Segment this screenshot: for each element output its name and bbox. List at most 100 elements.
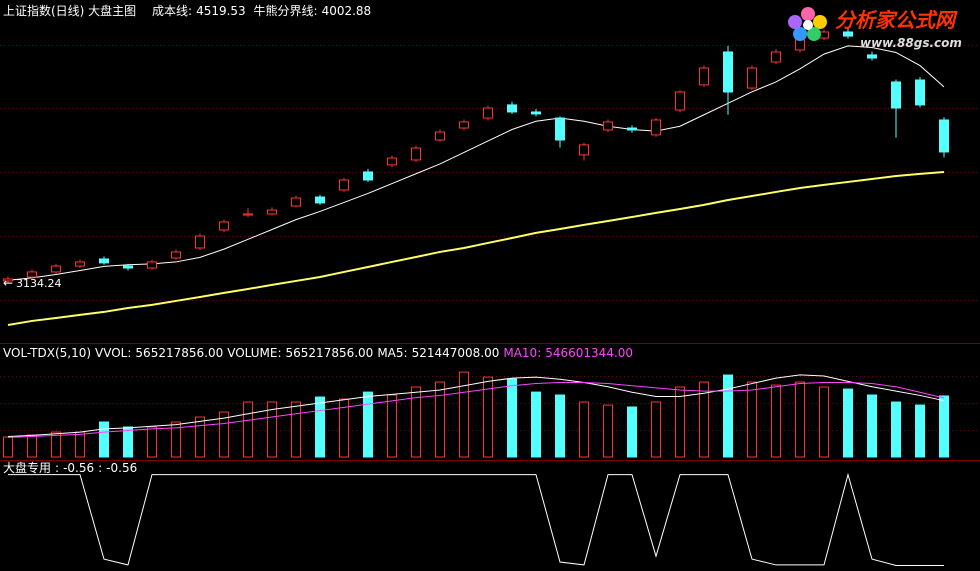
legend-name: MA10: — [503, 346, 542, 360]
candle-body — [915, 79, 925, 106]
candle-body — [603, 121, 613, 131]
logo-url: www.88gs.com — [860, 36, 962, 50]
legend-name: MA5: — [377, 346, 408, 360]
candle-body — [699, 67, 709, 86]
candle-body — [939, 119, 949, 153]
readout: -0.56 — [63, 461, 95, 475]
legend-name: VOL-TDX(5,10) — [3, 346, 92, 360]
candle-body — [51, 265, 61, 273]
volume-bar — [531, 391, 541, 458]
volume-bar — [75, 431, 85, 458]
legend-name: 成本线: — [152, 4, 193, 18]
line — [7, 381, 945, 439]
title: 上证指数(日线) 大盘主图 — [3, 4, 137, 18]
legend-value: 565217856.00 — [135, 346, 224, 360]
candle-body — [243, 213, 253, 216]
volume-bar — [771, 384, 781, 458]
low-arrow: ← — [3, 276, 13, 290]
candle-body — [219, 221, 229, 231]
volume-bar — [627, 406, 637, 458]
volume-bar — [171, 421, 181, 458]
candle-body — [75, 261, 85, 267]
volume-bar — [651, 401, 661, 458]
volume-bar — [147, 426, 157, 458]
line — [7, 374, 945, 437]
candle-body — [147, 261, 157, 269]
readout: -0.56 — [106, 461, 138, 475]
candle-body — [891, 81, 901, 109]
candle-body — [435, 131, 445, 141]
candle-body — [3, 278, 13, 282]
frame — [0, 45, 980, 461]
candle-body — [579, 144, 589, 156]
legend-name: 牛熊分界线: — [253, 4, 318, 18]
volume-bar — [123, 426, 133, 458]
volume-bar — [51, 431, 61, 458]
candle-body — [651, 119, 661, 136]
legend-value: 565217856.00 — [285, 346, 374, 360]
candle-body — [267, 209, 277, 215]
volume-bar — [435, 381, 445, 458]
volume-bar — [3, 436, 13, 458]
volume-bar — [723, 374, 733, 458]
candle-body — [483, 107, 493, 119]
candle-body — [363, 171, 373, 181]
legend-value: 521447008.00 — [411, 346, 500, 360]
candle-body — [411, 147, 421, 161]
volume-bar — [699, 381, 709, 458]
candle-body — [531, 111, 541, 115]
legend-value: 4519.53 — [196, 4, 246, 18]
line — [8, 472, 944, 567]
volume-bar — [843, 388, 853, 458]
volume-bar — [411, 386, 421, 458]
volume-bar — [795, 381, 805, 458]
volume-bar — [867, 394, 877, 458]
volume-bar — [507, 378, 517, 458]
candle-body — [795, 39, 805, 51]
volume-bar — [387, 394, 397, 458]
title: 大盘专用 — [3, 461, 52, 475]
candle-body — [771, 51, 781, 63]
candle-body — [315, 196, 325, 204]
candle-body — [627, 127, 637, 131]
volume-bar — [27, 434, 37, 458]
volume-bar — [915, 404, 925, 458]
volume-bar — [483, 376, 493, 458]
candle-body — [459, 121, 469, 129]
candle-body — [195, 235, 205, 249]
candle-body — [555, 117, 565, 141]
volume-bar — [747, 381, 757, 458]
volume-bar — [939, 395, 949, 458]
volume-bar — [459, 371, 469, 458]
candle-body — [747, 67, 757, 89]
volume-bar — [891, 401, 901, 458]
volume-header: VOL-TDX(5,10) VVOL: 565217856.00 VOLUME: 565… — [3, 346, 637, 360]
candle-body — [123, 265, 133, 269]
volume-bar — [603, 404, 613, 458]
volume-bar — [267, 401, 277, 458]
volume-bar — [339, 398, 349, 458]
volume-bar — [819, 386, 829, 458]
candle-body — [675, 91, 685, 111]
candle-body — [27, 271, 37, 278]
volume-bar — [675, 386, 685, 458]
legend-value: 4002.88 — [321, 4, 372, 18]
price-header: 上证指数(日线) 大盘主图 成本线: 4519.53 牛熊分界线: 4002.88 — [3, 4, 375, 18]
candle-body — [843, 31, 853, 37]
low-label: 3134.24 — [16, 277, 62, 290]
candle-body — [387, 157, 397, 166]
legend-name: VVOL: — [95, 346, 132, 360]
logo: 分析家公式网 www.88gs.com — [788, 7, 962, 50]
legend-value: 546601344.00 — [545, 346, 634, 360]
candle-body — [171, 251, 181, 259]
volume-bar — [195, 416, 205, 458]
volume-bar — [99, 421, 109, 458]
line — [7, 170, 945, 327]
volume-bar — [291, 401, 301, 458]
candle-body — [291, 197, 301, 207]
candle-body — [723, 51, 733, 93]
candle-body — [99, 258, 109, 264]
volume-bar — [363, 391, 373, 458]
